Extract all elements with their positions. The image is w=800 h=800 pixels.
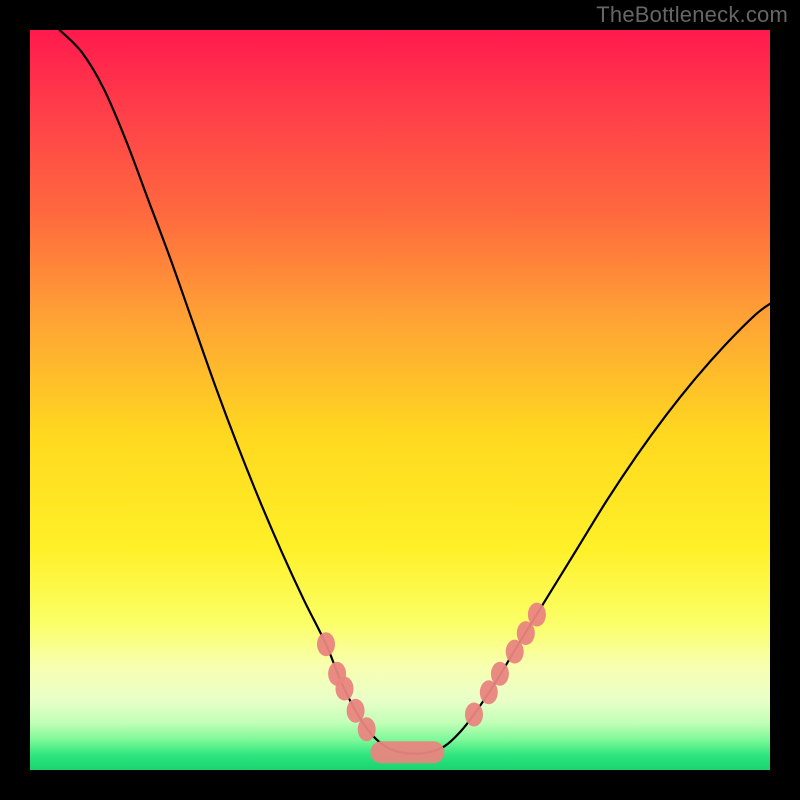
watermark-text: TheBottleneck.com bbox=[596, 2, 788, 28]
curve-marker bbox=[358, 717, 376, 741]
trough-marker bbox=[370, 741, 444, 763]
curve-marker bbox=[317, 632, 335, 656]
gradient-background bbox=[30, 30, 770, 770]
curve-marker bbox=[528, 603, 546, 627]
plot-svg bbox=[30, 30, 770, 770]
curve-marker bbox=[336, 677, 354, 701]
curve-marker bbox=[465, 703, 483, 727]
plot-area bbox=[30, 30, 770, 770]
curve-marker bbox=[491, 662, 509, 686]
chart-stage: TheBottleneck.com bbox=[0, 0, 800, 800]
